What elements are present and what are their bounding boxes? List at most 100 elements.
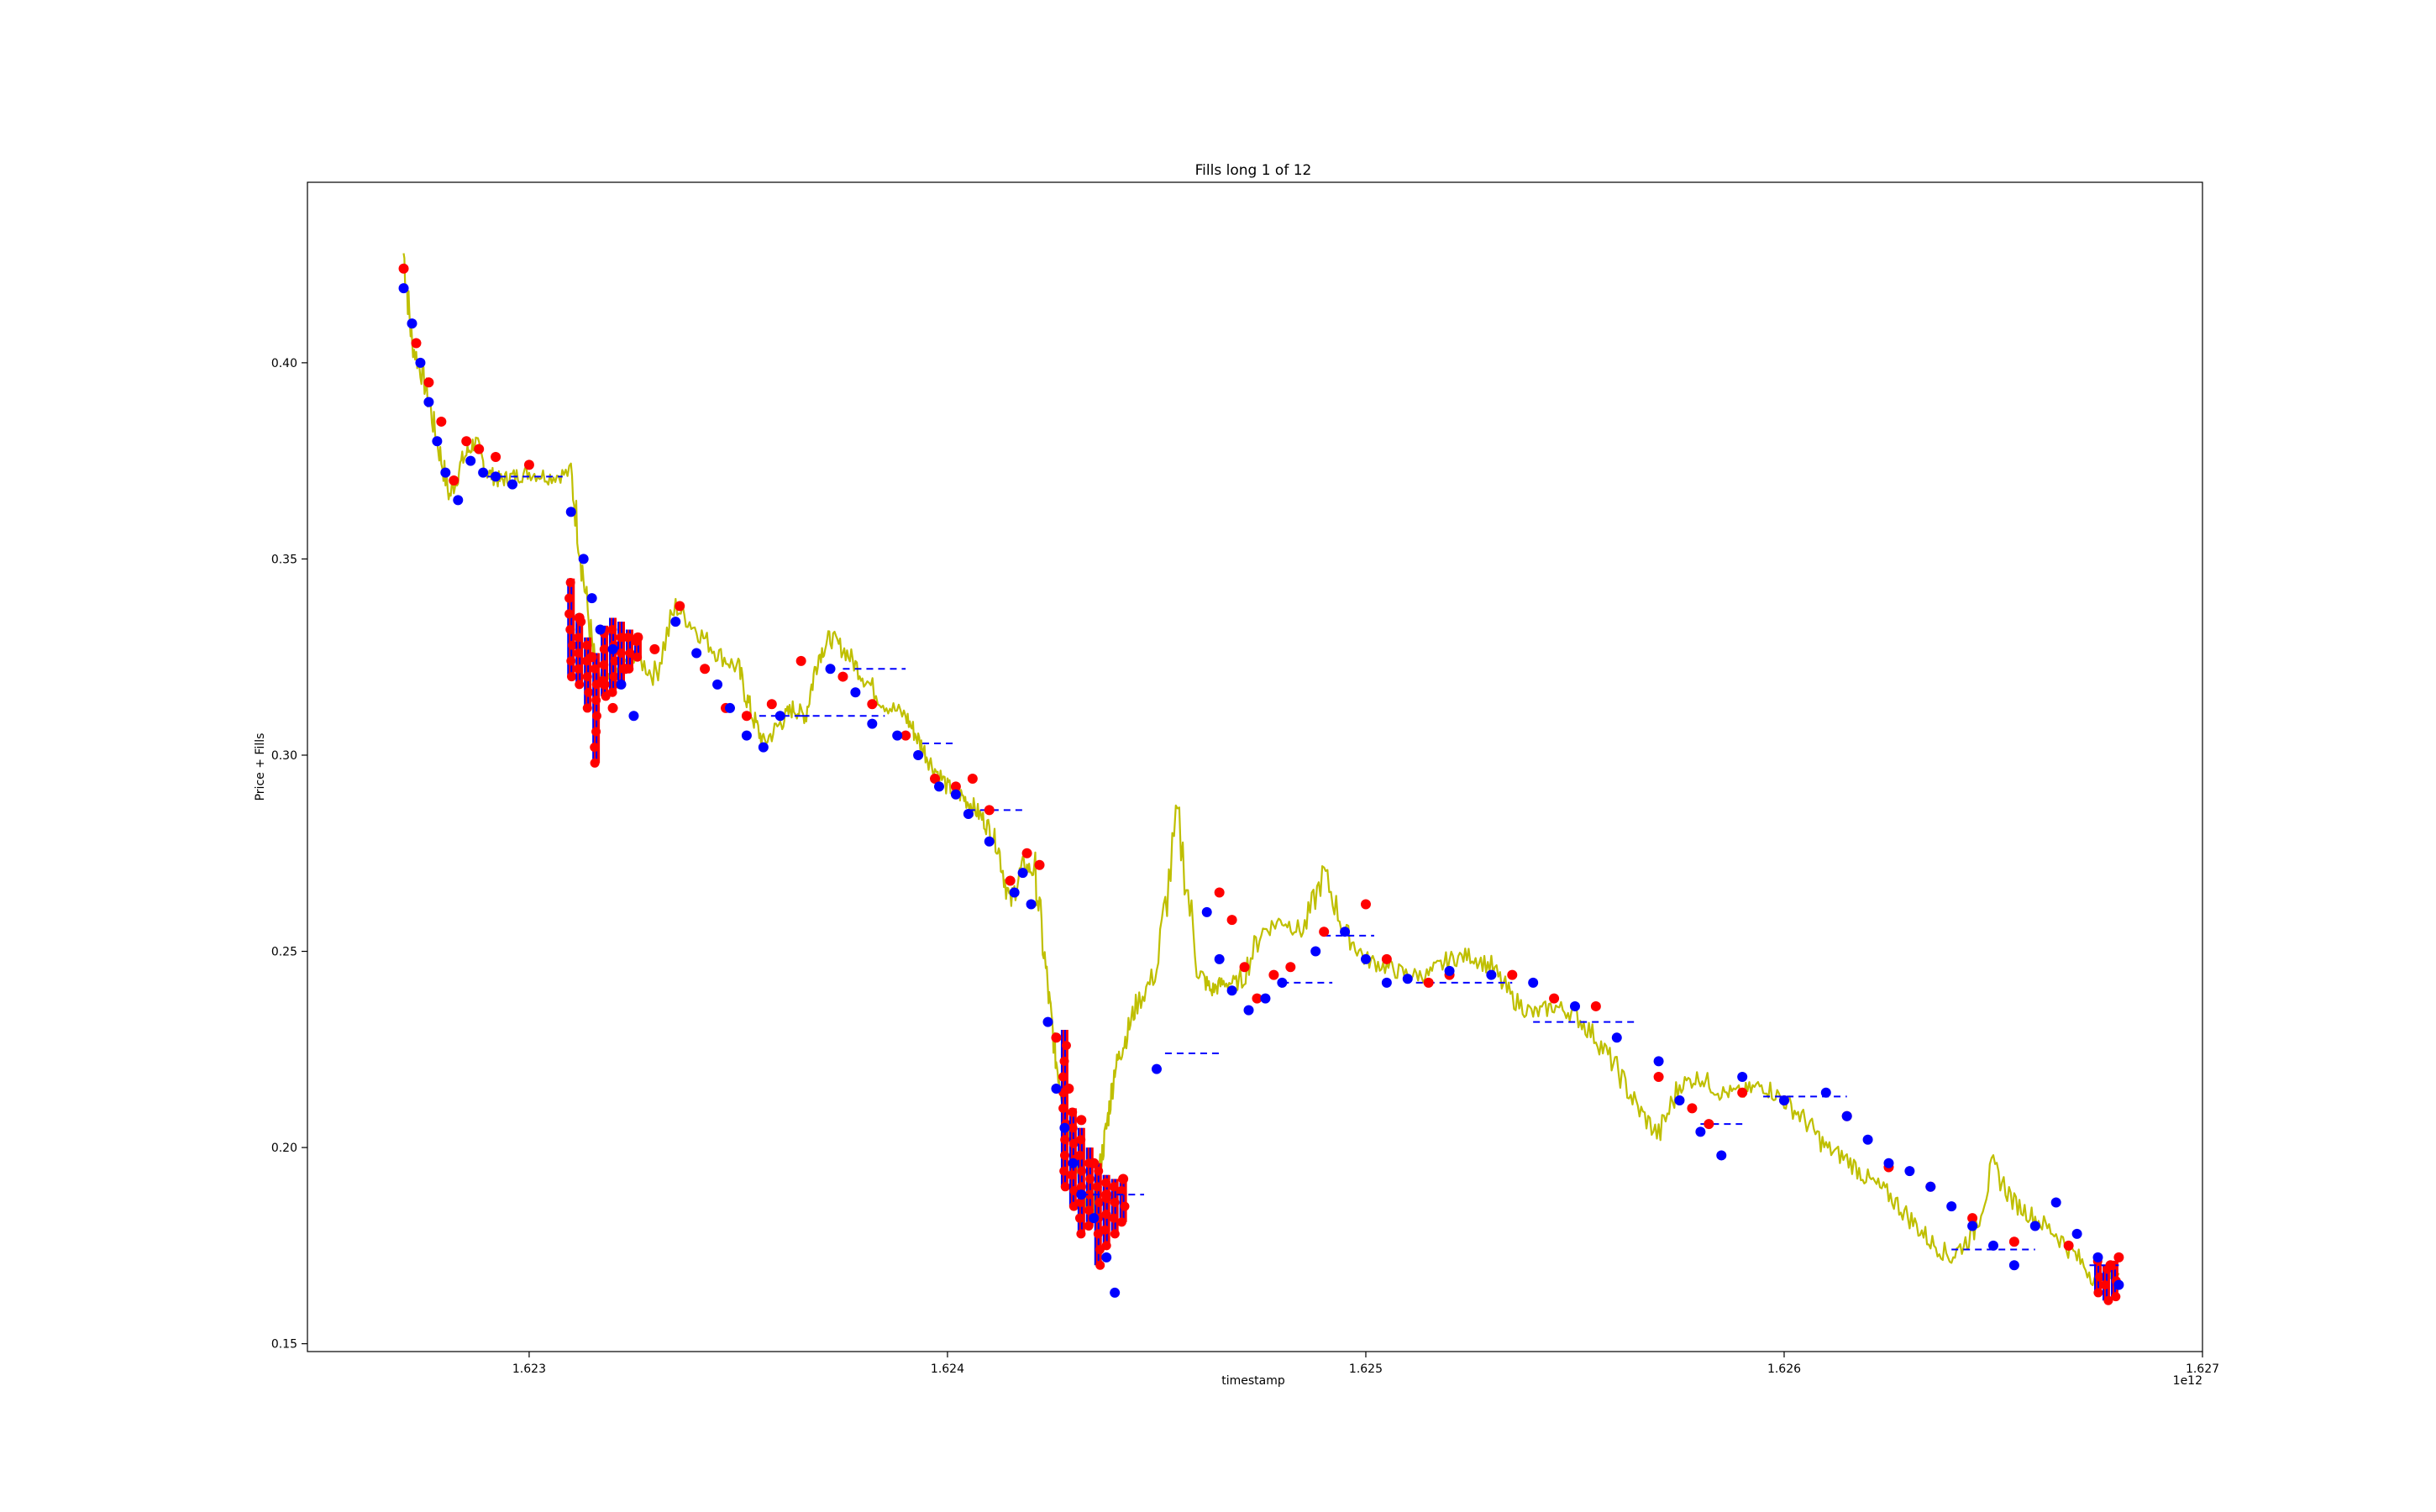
close-fill-marker [566,656,576,666]
close-fill-marker [1110,1229,1120,1239]
close-fill-marker [565,625,575,635]
entry-fill-marker [892,730,903,741]
price-line-layer [402,253,2120,1289]
close-fill-marker [795,655,806,666]
close-fill-marker [568,640,578,650]
entry-fill-marker [1076,1189,1087,1200]
close-fill-marker [1077,1166,1087,1176]
entry-fill-marker [850,687,861,698]
close-fill-marker [1068,1107,1078,1117]
close-fill-marker [1252,993,1263,1004]
close-fill-marker [930,774,941,785]
entry-fill-marker [1883,1158,1894,1168]
close-fill-marker [741,711,752,722]
close-fill-marker [461,436,472,447]
plot-frame [307,181,2203,1352]
entry-fill-marker [440,467,451,478]
entry-fill-marker [1486,969,1497,980]
entry-fill-marker [423,396,434,407]
close-fill-marker [474,444,485,454]
x-tick-label: 1.627 [2186,1362,2219,1376]
entry-fill-marker [1026,899,1037,910]
close-fill-marker [766,699,777,710]
close-fill-marker [1021,848,1032,858]
close-fill-marker [574,633,584,643]
close-fill-marker [1058,1103,1068,1113]
close-fill-marker [616,633,626,643]
y-tick-label: 0.25 [271,946,297,959]
close-fill-marker [1381,953,1392,964]
close-fill-marker [1060,1135,1070,1145]
entry-fill-marker [586,593,597,604]
close-fill-marker [1034,859,1045,870]
close-fill-marker [591,727,601,737]
entry-fill-marker [984,836,995,847]
entry-fill-marker [1360,953,1371,964]
close-fill-marker [590,743,600,753]
close-fill-marker [1059,1056,1069,1066]
close-fill-marker [1214,887,1225,898]
close-fill-marker [564,593,575,603]
close-fill-marker [1084,1205,1095,1215]
close-fill-marker [609,672,619,682]
entry-fill-marker [1569,1000,1580,1011]
close-fill-marker [1069,1185,1079,1195]
entry-fill-marker [578,554,589,564]
close-fill-marker [1084,1221,1094,1231]
close-fill-marker [564,609,575,619]
close-fill-marker [675,601,685,612]
entry-fill-marker [1068,1158,1079,1168]
close-fill-marker [590,664,600,674]
close-fill-marker [1116,1185,1126,1195]
entry-fill-marker [453,495,464,506]
y-tick-label: 0.15 [271,1338,297,1352]
entry-fill-marker [2113,1279,2124,1290]
x-axis-label: timestamp [1221,1374,1285,1388]
close-fill-marker [591,696,601,706]
close-fill-marker [1101,1210,1111,1220]
entry-fill-marker [1110,1287,1121,1298]
close-fill-marker [700,664,711,675]
close-fill-marker [1687,1103,1698,1114]
close-fill-marker [837,671,848,682]
close-fill-marker [2103,1295,2113,1305]
entry-fill-marker [398,283,409,294]
close-fill-marker [423,377,434,388]
entry-fill-marker [1402,974,1413,984]
close-fill-marker [1076,1115,1087,1126]
close-fill-marker [1095,1197,1105,1207]
x-offset-label: 1e12 [2173,1374,2202,1388]
entry-fill-marker [407,318,417,329]
entry-fill-marker [1243,1005,1254,1016]
close-fill-marker [1092,1182,1102,1192]
close-fill-marker [411,338,422,349]
entry-fill-marker [628,711,639,722]
close-fill-marker [1074,1150,1084,1160]
close-fill-marker [633,652,643,662]
close-fill-marker [967,774,978,785]
entry-fill-marker [432,436,443,447]
entry-fill-marker [1277,977,1288,988]
close-fill-marker [1093,1229,1103,1239]
close-fill-marker [2093,1288,2103,1298]
close-fill-marker [1226,915,1237,926]
close-fill-marker [436,416,447,427]
entry-fill-marker [1444,965,1455,976]
close-fill-marker [610,656,620,666]
close-fill-marker [607,625,617,635]
close-fill-marker [599,644,609,654]
entry-fill-marker [491,471,501,482]
close-fill-marker [867,699,878,710]
y-axis: 0.15 0.20 0.25 0.30 0.35 0.40 [271,357,307,1352]
entry-fill-marker [465,455,476,466]
entry-fill-marker [691,648,702,659]
close-fill-marker [1967,1213,1978,1224]
entry-fill-marker [758,742,769,753]
fill-cluster-layer [564,577,2121,1305]
close-fill-marker [491,451,501,462]
chart-title: Fills long 1 of 12 [1195,162,1312,179]
close-fill-marker [601,691,611,701]
close-fill-marker [574,648,584,659]
close-fill-marker [622,633,633,643]
close-fill-marker [1110,1197,1120,1207]
